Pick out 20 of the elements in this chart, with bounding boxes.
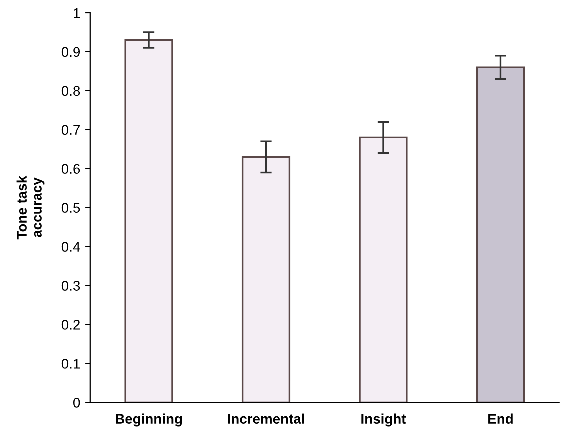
bar (242, 156, 291, 403)
y-axis-title: Tone task accuracy (16, 176, 45, 240)
x-tick-label: Beginning (116, 414, 182, 427)
y-tick-label: 0 (73, 398, 80, 408)
x-tick-label: Incremental (228, 414, 304, 424)
bar (359, 136, 408, 403)
bar (476, 66, 526, 403)
x-tick-label: End (488, 414, 513, 424)
y-tick-label: 0.6 (62, 164, 80, 174)
y-tick-label: 0.5 (62, 203, 80, 214)
bar (124, 39, 174, 403)
y-tick-label: 0.8 (62, 86, 80, 96)
y-tick-label: 0.4 (62, 242, 80, 252)
y-tick-label: 0.1 (62, 359, 80, 369)
x-tick-label: Insight (362, 414, 406, 427)
y-tick-label: 1 (74, 8, 80, 18)
y-tick-label: 0.9 (62, 47, 80, 58)
y-tick-label: 0.2 (62, 320, 80, 330)
y-tick-label: 0.7 (62, 125, 80, 136)
y-tick-label: 0.3 (62, 281, 80, 291)
